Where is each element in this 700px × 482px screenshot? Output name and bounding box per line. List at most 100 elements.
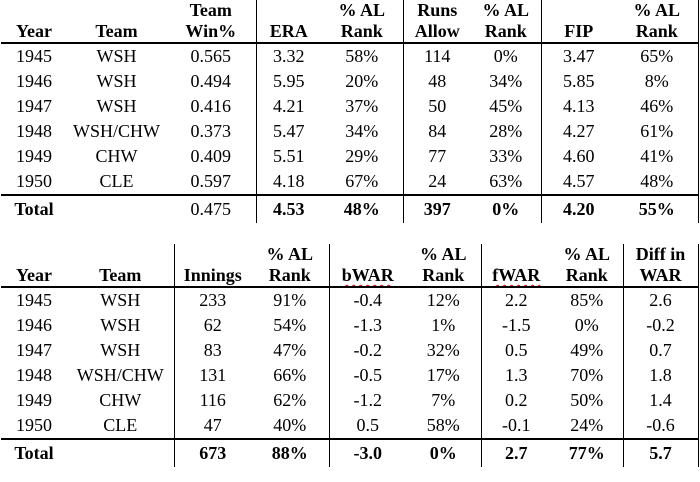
cell-era-al-rank: 29% bbox=[345, 146, 379, 166]
header-fip-al-rank: % AL Rank bbox=[616, 0, 699, 44]
cell-era-al-rank: 20% bbox=[345, 71, 379, 91]
cell-team-win-pct: 0.373 bbox=[190, 121, 232, 141]
cell-team: WSH bbox=[100, 315, 141, 335]
cell-team: CHW bbox=[99, 390, 142, 410]
header-year: Year bbox=[1, 244, 67, 288]
cell-innings: 116 bbox=[173, 388, 251, 413]
cell-team-win-pct: 0.409 bbox=[190, 146, 232, 166]
cell-fip-al-rank: 46% bbox=[616, 94, 699, 119]
cell-fwar-al-rank: 70% bbox=[570, 365, 604, 385]
cell-innings: 83 bbox=[173, 338, 251, 363]
cell-year: 1947 bbox=[16, 340, 52, 360]
data-row: 1947 WSH 83 47% -0.2 32% 0.5 49% 0.7 bbox=[1, 338, 699, 363]
cell-fwar-al-rank: 0% bbox=[574, 315, 599, 335]
cell-year: 1949 bbox=[16, 390, 52, 410]
cell-innings-al-rank: 91% bbox=[273, 290, 307, 310]
data-row: 1946 WSH 62 54% -1.3 1% -1.5 0% -0.2 bbox=[1, 313, 699, 338]
header-team: Team bbox=[67, 0, 166, 44]
cell-fip-al-rank: 65% bbox=[616, 43, 699, 69]
cell-innings-al-rank: 66% bbox=[273, 365, 307, 385]
cell-runs-allow: 48 bbox=[402, 69, 471, 94]
cell-runs-allow: 24 bbox=[402, 169, 471, 195]
cell-runs-allow: 77 bbox=[402, 144, 471, 169]
cell-fwar: -1.5 bbox=[480, 313, 551, 338]
cell-bwar: -3.0 bbox=[328, 438, 406, 467]
cell-fwar: -0.1 bbox=[480, 413, 551, 439]
cell-bwar-al-rank: 17% bbox=[426, 365, 460, 385]
document-page: Year Team Team Win% ERA% AL Rank Runs Allow%… bbox=[1, 0, 699, 467]
cell-year: 1948 bbox=[16, 121, 52, 141]
header-era: ERA bbox=[255, 0, 321, 44]
cell-war-diff: -0.2 bbox=[622, 313, 699, 338]
cell-fwar-al-rank: 77% bbox=[551, 438, 623, 467]
cell-innings-al-rank: 88% bbox=[251, 438, 329, 467]
cell-runs-al-rank: 63% bbox=[489, 171, 523, 191]
cell-era: 4.53 bbox=[255, 194, 321, 223]
cell-bwar-al-rank: 1% bbox=[431, 315, 456, 335]
cell-fip: 4.60 bbox=[540, 144, 616, 169]
cell-team bbox=[67, 194, 166, 223]
cell-era: 4.18 bbox=[255, 169, 321, 195]
cell-fip: 4.20 bbox=[540, 194, 616, 223]
cell-team: WSH/CHW bbox=[76, 365, 164, 385]
cell-fip: 4.13 bbox=[540, 94, 616, 119]
cell-fwar: 2.2 bbox=[480, 287, 551, 313]
cell-era-al-rank: 37% bbox=[345, 96, 379, 116]
cell-runs-al-rank: 45% bbox=[489, 96, 523, 116]
cell-bwar: -0.4 bbox=[328, 287, 406, 313]
header-bwar: bWAR bbox=[328, 244, 406, 288]
cell-fwar: 1.3 bbox=[480, 363, 551, 388]
header-innings-al-rank: % AL Rank bbox=[251, 244, 329, 288]
header-team-win-pct: Team Win% bbox=[166, 0, 256, 44]
cell-fip-al-rank: 8% bbox=[616, 69, 699, 94]
cell-team-win-pct: 0.597 bbox=[190, 171, 232, 191]
pitching-war-stats-table: Year Team Innings% AL Rank bWAR% AL Rank fWA… bbox=[1, 244, 699, 467]
header-bwar-al-rank: % AL Rank bbox=[406, 244, 481, 288]
cell-bwar-al-rank: 58% bbox=[426, 415, 460, 435]
cell-runs-al-rank: 0% bbox=[493, 46, 518, 66]
cell-year: Total bbox=[1, 194, 67, 223]
cell-runs-al-rank: 28% bbox=[489, 121, 523, 141]
cell-year: 1946 bbox=[16, 71, 52, 91]
cell-bwar: -1.2 bbox=[328, 388, 406, 413]
cell-runs-allow: 114 bbox=[402, 43, 471, 69]
cell-war-diff: 0.7 bbox=[622, 338, 699, 363]
pitching-rate-stats-table: Year Team Team Win% ERA% AL Rank Runs Allow%… bbox=[1, 0, 699, 223]
cell-era: 5.95 bbox=[255, 69, 321, 94]
header-runs-allow: Runs Allow bbox=[402, 0, 471, 44]
cell-runs-allow: 50 bbox=[402, 94, 471, 119]
data-row: 1950 CLE 47 40% 0.5 58% -0.1 24% -0.6 bbox=[1, 413, 699, 439]
header-era-al-rank: % AL Rank bbox=[321, 0, 403, 44]
data-row: 1946 WSH 0.494 5.95 20% 48 34% 5.85 8% bbox=[1, 69, 699, 94]
cell-year: 1948 bbox=[16, 365, 52, 385]
cell-runs-al-rank: 34% bbox=[489, 71, 523, 91]
cell-fwar: 0.5 bbox=[480, 338, 551, 363]
cell-year: Total bbox=[1, 438, 67, 467]
cell-era-al-rank: 67% bbox=[345, 171, 379, 191]
cell-team: WSH bbox=[96, 71, 137, 91]
cell-bwar: -1.3 bbox=[328, 313, 406, 338]
cell-fip: 4.57 bbox=[540, 169, 616, 195]
cell-team-win-pct: 0.565 bbox=[190, 46, 232, 66]
cell-war-diff: -0.6 bbox=[622, 413, 699, 439]
cell-war-diff: 2.6 bbox=[622, 287, 699, 313]
data-row: 1948 WSH/CHW 131 66% -0.5 17% 1.3 70% 1.8 bbox=[1, 363, 699, 388]
cell-fip-al-rank: 55% bbox=[616, 194, 699, 223]
cell-bwar-al-rank: 12% bbox=[426, 290, 460, 310]
data-row: 1947 WSH 0.416 4.21 37% 50 45% 4.13 46% bbox=[1, 94, 699, 119]
cell-runs-allow: 397 bbox=[402, 194, 471, 223]
misspelled-word-underline: fWAR bbox=[492, 265, 541, 285]
cell-innings-al-rank: 62% bbox=[273, 390, 307, 410]
cell-bwar-al-rank: 0% bbox=[406, 438, 481, 467]
cell-team: WSH/CHW bbox=[73, 121, 160, 141]
cell-fwar-al-rank: 85% bbox=[570, 290, 604, 310]
misspelled-word-underline: bWAR bbox=[341, 265, 394, 285]
cell-bwar-al-rank: 7% bbox=[431, 390, 456, 410]
cell-year: 1950 bbox=[16, 415, 52, 435]
total-row: Total 0.475 4.53 48% 397 0% 4.20 55% bbox=[1, 194, 699, 223]
data-row: 1948 WSH/CHW 0.373 5.47 34% 84 28% 4.27 61% bbox=[1, 119, 699, 144]
table-gap bbox=[1, 223, 699, 244]
cell-team-win-pct: 0.475 bbox=[166, 194, 256, 223]
cell-team: WSH bbox=[96, 46, 137, 66]
cell-team: CLE bbox=[99, 171, 134, 191]
